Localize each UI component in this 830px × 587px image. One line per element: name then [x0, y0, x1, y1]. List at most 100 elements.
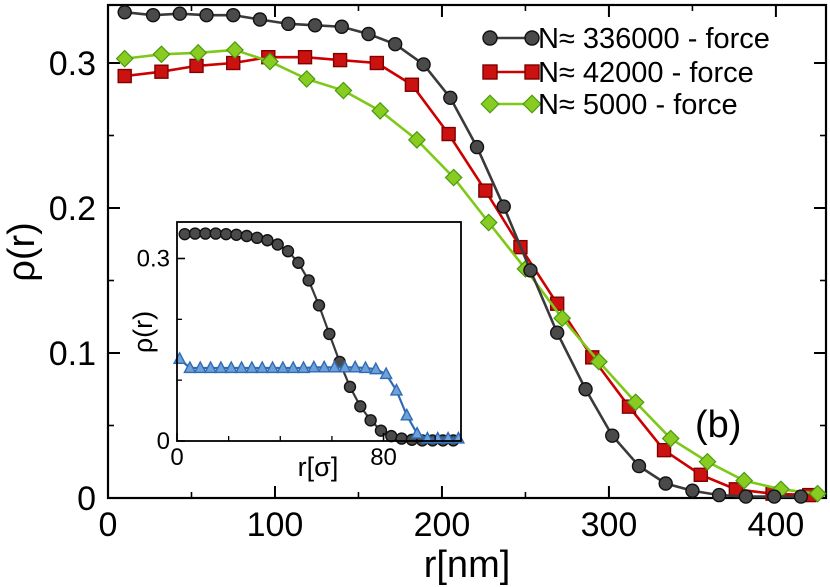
inset-data-point	[385, 429, 398, 443]
y-tick-label: 0.2	[49, 190, 96, 228]
data-point	[117, 5, 132, 20]
inset-axis-ticks: 0 80 0 0.3	[137, 246, 436, 471]
inset-data-point	[400, 407, 414, 421]
data-point	[260, 52, 279, 71]
inset-data-point	[364, 414, 377, 427]
data-point	[469, 139, 485, 155]
y-tick-label: 0.1	[49, 335, 96, 373]
inset-data-point	[323, 327, 336, 341]
data-point	[735, 471, 754, 490]
legend-entry: N≈ 336000 - force	[482, 23, 770, 55]
data-point	[589, 352, 608, 371]
data-point	[297, 69, 316, 88]
inset-data-point	[410, 426, 424, 439]
data-point	[226, 55, 241, 71]
data-point	[404, 77, 420, 92]
data-point	[605, 428, 620, 443]
inset-plot-frame	[176, 221, 462, 442]
inset-x-tick-label: 80	[370, 444, 397, 471]
series-0	[117, 5, 809, 504]
inset-data-point	[193, 360, 207, 374]
data-point	[693, 467, 708, 482]
inset-data-point	[343, 380, 357, 394]
inset-data-point	[374, 424, 388, 437]
data-point	[361, 26, 376, 42]
inset-data-point	[219, 227, 233, 241]
data-point	[334, 81, 353, 100]
data-point	[115, 49, 134, 68]
inset-data-point	[240, 229, 253, 243]
data-point	[479, 213, 498, 232]
x-axis-label: r[nm]	[424, 544, 511, 586]
data-point	[154, 64, 169, 79]
inset-data-point	[395, 432, 408, 445]
data-point	[738, 489, 754, 504]
inset-data-point	[199, 227, 212, 240]
data-point	[226, 7, 241, 23]
data-point	[711, 487, 727, 503]
inset-data-point	[178, 227, 191, 241]
inset-data-point	[292, 256, 305, 269]
legend-marker-right	[524, 64, 540, 80]
data-point	[369, 55, 385, 71]
x-tick-label: 100	[247, 506, 304, 544]
legend-marker-right	[524, 30, 540, 46]
data-point	[145, 7, 161, 23]
inset-data-point	[265, 360, 280, 374]
main-plot-series	[115, 5, 827, 504]
data-point	[297, 50, 313, 65]
legend-marker-left	[482, 30, 498, 46]
data-point	[685, 483, 700, 498]
inset-y-tick-label: 0.3	[137, 246, 170, 273]
inset-data-point	[203, 360, 218, 374]
inset-data-point	[281, 244, 295, 258]
legend-label: N≈ 42000 - force	[538, 57, 754, 89]
data-point	[656, 442, 672, 458]
inset-background	[177, 222, 461, 441]
data-point	[661, 429, 680, 448]
data-point	[172, 6, 188, 21]
inset-data-point	[224, 360, 238, 374]
data-point	[307, 18, 323, 33]
inset-data-point	[276, 360, 290, 374]
data-point	[553, 309, 572, 328]
legend-label: N≈ 336000 - force	[538, 23, 770, 55]
inset-data-point	[271, 238, 284, 251]
data-point	[808, 484, 827, 503]
legend-entry: N≈ 5000 - force	[480, 89, 738, 121]
data-point	[332, 52, 348, 68]
y-tick-label: 0.3	[49, 45, 96, 83]
data-point	[189, 58, 204, 74]
inset-x-tick-label: 0	[170, 444, 183, 471]
inset-data-point	[358, 360, 373, 374]
inset-series-line	[178, 358, 459, 440]
inset-data-point	[369, 361, 383, 375]
data-point	[371, 101, 390, 120]
data-point	[416, 57, 431, 72]
inset-y-tick-label: 0	[157, 428, 170, 455]
x-tick-label: 0	[99, 506, 118, 544]
data-point	[443, 90, 458, 106]
inset-data-point	[302, 274, 315, 287]
data-point	[334, 19, 349, 34]
inset-data-point	[317, 359, 331, 373]
data-point	[578, 382, 593, 397]
inset-data-point	[307, 359, 321, 373]
x-tick-label: 300	[581, 506, 638, 544]
legend-entry: N≈ 42000 - force	[482, 57, 754, 89]
data-point	[767, 489, 782, 504]
inset-data-point	[354, 400, 367, 413]
data-point	[252, 12, 268, 27]
inset-data-point	[183, 360, 197, 374]
inset-data-point	[250, 231, 264, 245]
data-point	[793, 489, 809, 504]
inset-data-point	[209, 227, 222, 240]
data-point	[388, 36, 403, 52]
data-point	[152, 45, 171, 64]
inset-data-point	[214, 360, 228, 374]
data-point	[698, 452, 717, 471]
y-tick-label: 0	[77, 480, 96, 518]
inset-data-point	[286, 360, 300, 374]
